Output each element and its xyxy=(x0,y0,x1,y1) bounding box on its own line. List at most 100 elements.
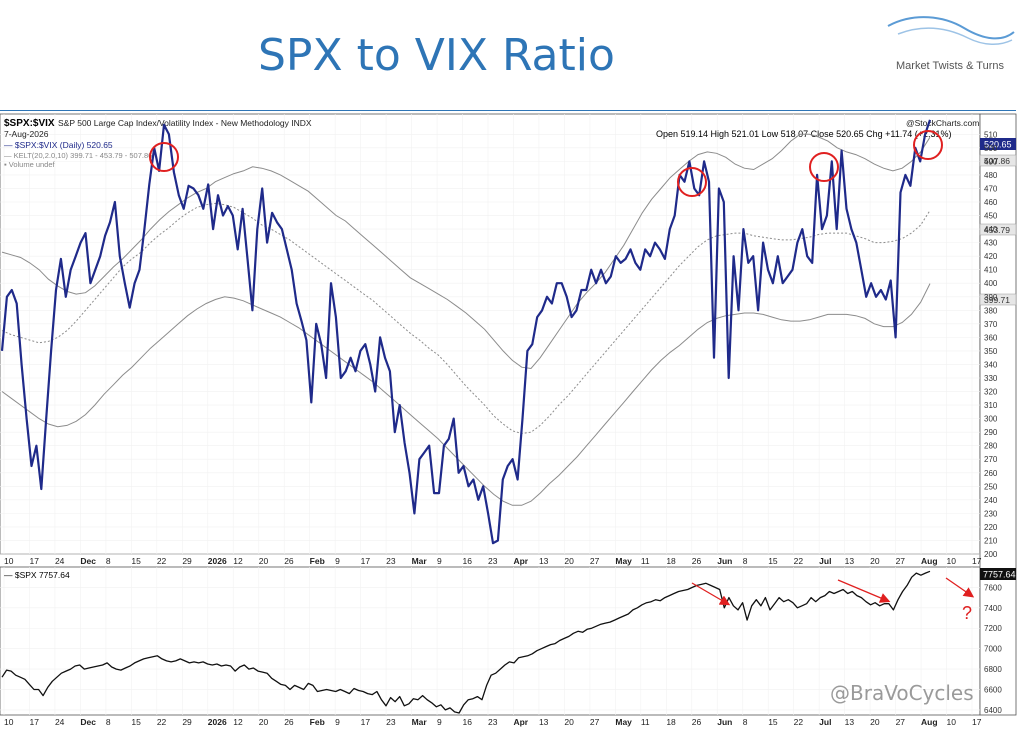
x-tick: 20 xyxy=(870,556,880,566)
watermark: @BraVoCycles xyxy=(830,681,974,705)
question-mark: ? xyxy=(962,603,972,623)
x-tick: 26 xyxy=(284,717,294,727)
x-tick: Feb xyxy=(310,717,325,727)
legend-ratio: — $SPX:$VIX (Daily) 520.65 xyxy=(4,140,113,150)
peak-circle-aug xyxy=(913,130,943,160)
bottom-x-axis: 10 17 24 Dec 8 15 22 29 2026 12 20 26 Feb 9 17 23 Mar 9 16… xyxy=(4,717,982,727)
peak-circle-may xyxy=(677,167,707,197)
x-tick: 15 xyxy=(131,717,141,727)
spx-line xyxy=(1,570,931,714)
top-y-tick: 470 xyxy=(984,184,998,193)
bottom-y-tick: 7600 xyxy=(984,583,1002,592)
top-y-tick: 480 xyxy=(984,171,998,180)
upper-badge-bg xyxy=(979,154,1017,167)
x-tick: Dec xyxy=(80,717,96,727)
bottom-legend: — $SPX 7757.64 xyxy=(4,570,70,580)
top-y-tick: 360 xyxy=(984,333,998,342)
x-tick: 22 xyxy=(157,556,167,566)
mid-badge-bg xyxy=(979,223,1017,236)
legend-kelt: — KELT(20,2.0,10) 399.71 - 453.79 - 507.… xyxy=(4,151,152,160)
page-title: SPX to VIX Ratio xyxy=(258,30,615,81)
x-tick: 9 xyxy=(437,556,442,566)
top-y-tick: 250 xyxy=(984,482,998,491)
last-badge: 520.65 xyxy=(984,140,1012,150)
x-tick: 29 xyxy=(182,717,192,727)
x-tick: Jul xyxy=(819,556,831,566)
x-tick: 8 xyxy=(106,556,111,566)
arrow-jun xyxy=(691,582,731,606)
x-tick: 29 xyxy=(182,556,192,566)
x-tick: 12 xyxy=(233,556,243,566)
x-tick: May xyxy=(615,556,632,566)
x-tick: 11 xyxy=(641,556,650,566)
x-tick: 13 xyxy=(539,717,549,727)
title-divider xyxy=(0,110,1016,111)
x-tick: 9 xyxy=(437,717,442,727)
top-y-tick: 210 xyxy=(984,536,998,545)
x-tick: 20 xyxy=(564,556,574,566)
stockcharts-credit: @StockCharts.com xyxy=(906,118,979,128)
arrow-aug xyxy=(945,577,975,598)
x-tick: 18 xyxy=(666,556,676,566)
x-tick: 23 xyxy=(386,717,396,727)
x-tick: 16 xyxy=(463,717,473,727)
peak-circle-jul xyxy=(809,152,839,182)
top-y-tick: 500 xyxy=(984,144,998,153)
x-tick: 8 xyxy=(743,717,748,727)
x-tick: 20 xyxy=(564,717,574,727)
x-tick: 17 xyxy=(972,717,982,727)
kelt-upper-line xyxy=(1,133,931,370)
top-y-axis: 200 210 220 230 240 250 260 270 280 290 300 310 320 3… xyxy=(984,130,998,559)
top-y-tick: 450 xyxy=(984,212,998,221)
x-tick: 27 xyxy=(590,556,600,566)
x-tick: 9 xyxy=(335,717,340,727)
top-y-tick: 290 xyxy=(984,428,998,437)
x-tick: 15 xyxy=(768,717,778,727)
x-tick: 27 xyxy=(590,717,600,727)
bottom-y-tick: 7000 xyxy=(984,645,1002,654)
top-y-tick: 440 xyxy=(984,225,998,234)
x-tick: 2026 xyxy=(208,717,227,727)
x-tick: Aug xyxy=(921,556,938,566)
x-tick: 18 xyxy=(666,717,676,727)
top-y-tick: 270 xyxy=(984,455,998,464)
x-tick: Aug xyxy=(921,717,938,727)
top-y-tick: 380 xyxy=(984,306,998,315)
mid-badge: 453.79 xyxy=(984,225,1010,235)
x-tick: 22 xyxy=(794,717,804,727)
top-y-tick: 240 xyxy=(984,496,998,505)
lower-badge: 399.71 xyxy=(984,295,1010,305)
bottom-y-tick: 6800 xyxy=(984,665,1002,674)
top-date: 7-Aug-2026 xyxy=(4,129,49,139)
bottom-y-tick: 6600 xyxy=(984,685,1002,694)
x-tick: 23 xyxy=(386,556,396,566)
x-tick: 23 xyxy=(488,717,498,727)
top-y-tick: 330 xyxy=(984,374,998,383)
x-tick: 10 xyxy=(4,717,14,727)
spx-badge-bg xyxy=(980,568,1016,580)
top-y-tick: 390 xyxy=(984,293,998,302)
x-tick: 13 xyxy=(845,556,855,566)
x-tick: 22 xyxy=(794,556,804,566)
x-tick: Apr xyxy=(513,717,528,727)
x-tick: 11 xyxy=(641,717,650,727)
x-tick: Mar xyxy=(412,717,428,727)
kelt-middle-line xyxy=(1,202,931,435)
x-tick: May xyxy=(615,717,632,727)
x-tick: Mar xyxy=(412,556,428,566)
x-tick: Jul xyxy=(819,717,831,727)
top-y-tick: 420 xyxy=(984,252,998,261)
x-tick: 17 xyxy=(972,556,982,566)
top-y-tick: 340 xyxy=(984,360,998,369)
x-tick: 24 xyxy=(55,556,65,566)
bottom-y-tick: 7400 xyxy=(984,604,1002,613)
brand-logo-icon xyxy=(887,16,1015,45)
x-tick: 10 xyxy=(947,556,957,566)
top-y-tick: 490 xyxy=(984,157,998,166)
x-tick: Jun xyxy=(717,556,732,566)
right-axis-strip xyxy=(979,113,1017,716)
top-grid xyxy=(0,114,980,555)
top-y-tick: 220 xyxy=(984,523,998,532)
x-tick: 20 xyxy=(870,717,880,727)
x-tick: 17 xyxy=(361,717,371,727)
